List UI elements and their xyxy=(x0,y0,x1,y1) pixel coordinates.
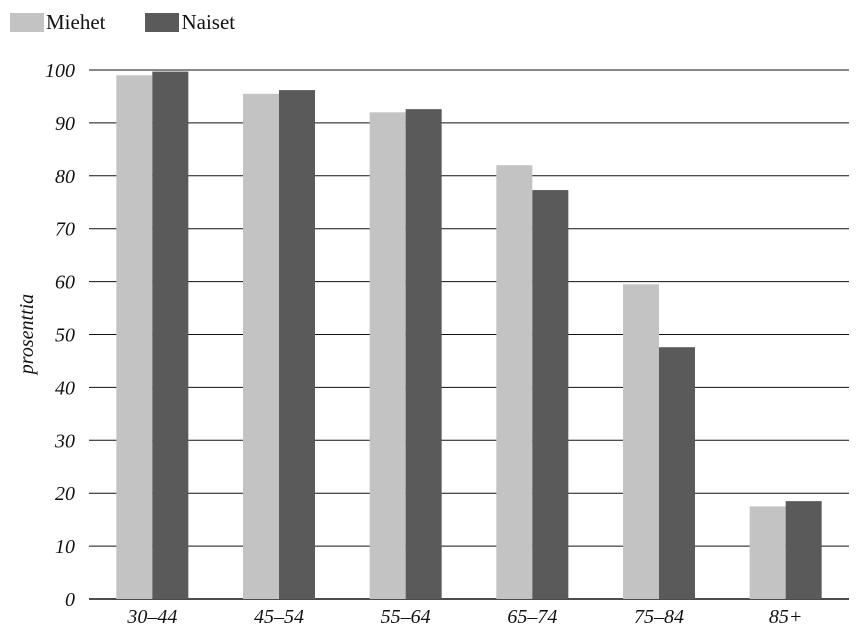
y-tick-label: 10 xyxy=(55,536,75,558)
bar-miehet-3 xyxy=(496,165,533,599)
bar-naiset-3 xyxy=(532,190,569,599)
y-tick-label: 20 xyxy=(55,483,75,505)
y-tick-label: 80 xyxy=(55,166,75,188)
y-tick-label: 90 xyxy=(55,113,75,135)
x-tick-label: 75–84 xyxy=(634,606,684,626)
bar-miehet-0 xyxy=(116,75,153,600)
y-tick-label: 50 xyxy=(55,325,75,347)
y-tick-label: 70 xyxy=(55,219,75,241)
bar-naiset-4 xyxy=(659,347,695,599)
y-tick-label: 0 xyxy=(65,589,75,611)
y-axis-label: prosenttia xyxy=(16,294,38,376)
x-tick-label: 30–44 xyxy=(126,606,177,626)
bar-naiset-0 xyxy=(152,71,189,600)
bars xyxy=(116,71,822,600)
x-tick-label: 55–64 xyxy=(381,606,431,626)
legend-item-miehet: Miehet xyxy=(10,10,105,35)
y-tick-label: 60 xyxy=(55,272,75,294)
y-tick-label: 30 xyxy=(54,430,75,452)
bar-naiset-5 xyxy=(785,501,822,599)
grid-lines xyxy=(89,69,849,600)
bar-miehet-4 xyxy=(623,284,659,599)
bar-naiset-2 xyxy=(405,109,442,600)
legend-swatch-naiset xyxy=(145,13,180,32)
legend-swatch-miehet xyxy=(10,13,44,32)
bar-miehet-5 xyxy=(749,506,786,599)
legend: Miehet Naiset xyxy=(10,10,235,35)
bar-miehet-1 xyxy=(243,93,279,600)
x-tick-label: 65–74 xyxy=(507,606,557,626)
bar-naiset-1 xyxy=(279,90,315,600)
x-tick-label: 85+ xyxy=(769,606,803,626)
bar-miehet-2 xyxy=(369,112,406,599)
y-tick-label: 40 xyxy=(55,377,75,399)
axis-ticks: 0 10 20 30 40 50 60 70 80 90 100 30–44 45–54 55–64 65–… xyxy=(45,60,802,626)
legend-item-naiset: Naiset xyxy=(145,10,235,35)
x-tick-label: 45–54 xyxy=(254,606,304,626)
legend-label-miehet: Miehet xyxy=(46,10,106,34)
y-tick-label: 100 xyxy=(45,60,75,82)
legend-label-naiset: Naiset xyxy=(181,10,236,34)
